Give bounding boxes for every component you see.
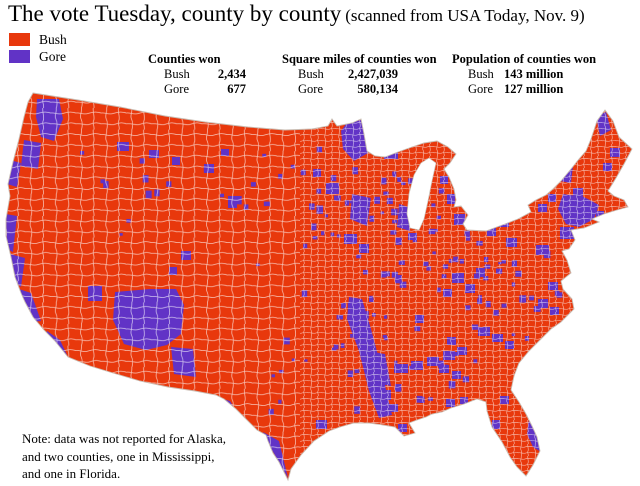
stat-row-bush: Bush 2,427,039 (282, 67, 437, 82)
stat-counties-won: Counties won Bush 2,434 Gore 677 (148, 52, 246, 96)
footnote-line: and one in Florida. (22, 466, 121, 481)
stat-value: 127 million (504, 81, 564, 96)
stat-label: Gore (298, 81, 323, 96)
title-main: The vote Tuesday, county by county (8, 1, 342, 26)
page-title: The vote Tuesday, county by county (scan… (8, 1, 585, 27)
legend-label-bush: Bush (39, 32, 67, 47)
stat-value: 580,134 (357, 81, 398, 96)
legend-item-bush: Bush (9, 31, 67, 48)
legend-item-gore: Gore (9, 48, 67, 65)
stat-row-bush: Bush 143 million (452, 67, 596, 82)
stat-value: 677 (227, 81, 246, 96)
stat-row-gore: Gore 127 million (452, 82, 596, 97)
statistics: Counties won Bush 2,434 Gore 677 Square … (0, 52, 640, 96)
stat-heading: Counties won (148, 52, 221, 66)
stat-label: Bush (164, 67, 190, 81)
county-grid (6, 93, 632, 480)
stat-row-gore: Gore 677 (148, 82, 246, 97)
bush-color-swatch (9, 33, 30, 46)
stat-row-bush: Bush 2,434 (148, 67, 246, 82)
stat-label: Bush (468, 67, 494, 81)
stat-label: Bush (298, 67, 324, 81)
legend-label-gore: Gore (39, 49, 66, 64)
stat-heading: Population of counties won (452, 52, 597, 66)
gore-color-swatch (9, 50, 30, 63)
lake-michigan (406, 157, 437, 231)
stat-population: Population of counties won Bush 143 mill… (452, 52, 596, 96)
stat-value: 2,434 (217, 67, 246, 81)
stat-square-miles: Square miles of counties won Bush 2,427,… (282, 52, 437, 96)
footnote: Note: data was not reported for Alaska, … (22, 430, 226, 483)
stat-heading: Square miles of counties won (282, 52, 437, 66)
footnote-line: and two counties, one in Mississippi, (22, 448, 215, 464)
stat-label: Gore (164, 81, 189, 96)
stat-label: Gore (468, 81, 493, 96)
stat-row-gore: Gore 580,134 (282, 82, 437, 97)
stat-value: 143 million (504, 67, 564, 81)
legend: Bush Gore (9, 31, 67, 65)
stat-value: 2,427,039 (348, 67, 398, 81)
footnote-line: Note: data was not reported for Alaska, (22, 431, 226, 446)
title-source: (scanned from USA Today, Nov. 9) (345, 6, 585, 25)
